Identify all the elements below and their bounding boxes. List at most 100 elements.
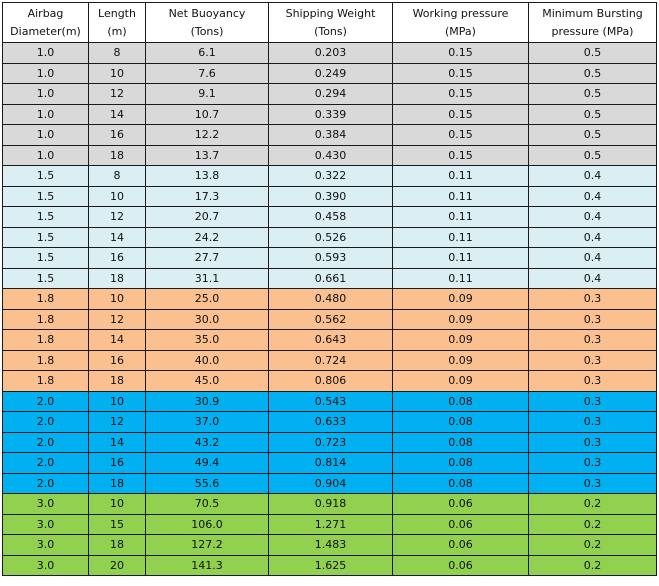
- table-row: 3.0 18 127.2 1.483 0.06 0.2: [2, 534, 657, 556]
- cell-length: 12: [88, 206, 146, 228]
- cell-bursting-pressure: 0.5: [528, 83, 657, 105]
- cell-diameter: 1.8: [2, 308, 89, 330]
- table-row: 1.5 10 17.3 0.390 0.11 0.4: [2, 185, 657, 207]
- cell-bursting-pressure: 0.3: [528, 431, 657, 453]
- cell-shipping-weight: 0.724: [268, 349, 393, 371]
- cell-net-buoyancy: 37.0: [145, 411, 269, 433]
- cell-net-buoyancy: 13.8: [145, 165, 269, 187]
- header-length: Length (m): [88, 2, 146, 43]
- cell-diameter: 1.5: [2, 185, 89, 207]
- cell-working-pressure: 0.08: [392, 452, 529, 474]
- cell-working-pressure: 0.15: [392, 124, 529, 146]
- cell-bursting-pressure: 0.2: [528, 493, 657, 515]
- cell-bursting-pressure: 0.4: [528, 247, 657, 269]
- header-line: Airbag: [27, 6, 64, 20]
- table-row: 3.0 20 141.3 1.625 0.06 0.2: [2, 554, 657, 576]
- cell-diameter: 3.0: [2, 554, 89, 576]
- cell-diameter: 1.5: [2, 247, 89, 269]
- cell-working-pressure: 0.11: [392, 206, 529, 228]
- cell-net-buoyancy: 106.0: [145, 513, 269, 535]
- table-row: 1.8 16 40.0 0.724 0.09 0.3: [2, 349, 657, 371]
- cell-length: 10: [88, 390, 146, 412]
- cell-bursting-pressure: 0.5: [528, 124, 657, 146]
- table-row: 2.0 14 43.2 0.723 0.08 0.3: [2, 431, 657, 453]
- table-row: 1.0 14 10.7 0.339 0.15 0.5: [2, 103, 657, 125]
- cell-length: 12: [88, 83, 146, 105]
- table-row: 1.8 12 30.0 0.562 0.09 0.3: [2, 308, 657, 330]
- cell-net-buoyancy: 20.7: [145, 206, 269, 228]
- cell-net-buoyancy: 70.5: [145, 493, 269, 515]
- cell-diameter: 1.0: [2, 62, 89, 84]
- cell-length: 8: [88, 165, 146, 187]
- cell-working-pressure: 0.15: [392, 62, 529, 84]
- cell-shipping-weight: 0.458: [268, 206, 393, 228]
- cell-shipping-weight: 0.904: [268, 472, 393, 494]
- table-row: 1.5 8 13.8 0.322 0.11 0.4: [2, 165, 657, 187]
- header-line: Minimum Bursting: [542, 6, 643, 20]
- table-row: 2.0 16 49.4 0.814 0.08 0.3: [2, 452, 657, 474]
- header-line: (Tons): [190, 24, 224, 38]
- table-row: 2.0 10 30.9 0.543 0.08 0.3: [2, 390, 657, 412]
- cell-diameter: 3.0: [2, 493, 89, 515]
- cell-shipping-weight: 0.430: [268, 144, 393, 166]
- cell-net-buoyancy: 13.7: [145, 144, 269, 166]
- cell-bursting-pressure: 0.3: [528, 452, 657, 474]
- cell-net-buoyancy: 30.0: [145, 308, 269, 330]
- header-shipping-weight: Shipping Weight (Tons): [268, 2, 393, 43]
- cell-working-pressure: 0.15: [392, 42, 529, 64]
- cell-net-buoyancy: 141.3: [145, 554, 269, 576]
- cell-shipping-weight: 0.661: [268, 267, 393, 289]
- cell-bursting-pressure: 0.3: [528, 472, 657, 494]
- cell-diameter: 1.5: [2, 267, 89, 289]
- cell-working-pressure: 0.06: [392, 493, 529, 515]
- cell-diameter: 2.0: [2, 390, 89, 412]
- cell-length: 20: [88, 554, 146, 576]
- cell-bursting-pressure: 0.5: [528, 42, 657, 64]
- cell-net-buoyancy: 31.1: [145, 267, 269, 289]
- table-body: 1.0 8 6.1 0.203 0.15 0.5 1.0 10 7.6 0.249 0.15 0.5 1…: [2, 42, 657, 576]
- cell-working-pressure: 0.08: [392, 411, 529, 433]
- cell-length: 10: [88, 62, 146, 84]
- cell-working-pressure: 0.06: [392, 534, 529, 556]
- table-row: 1.0 12 9.1 0.294 0.15 0.5: [2, 83, 657, 105]
- cell-net-buoyancy: 49.4: [145, 452, 269, 474]
- cell-diameter: 2.0: [2, 472, 89, 494]
- cell-diameter: 2.0: [2, 411, 89, 433]
- cell-net-buoyancy: 6.1: [145, 42, 269, 64]
- header-line: Diameter(m): [10, 24, 81, 38]
- table-row: 1.0 18 13.7 0.430 0.15 0.5: [2, 144, 657, 166]
- header-line: Working pressure: [412, 6, 509, 20]
- cell-shipping-weight: 0.918: [268, 493, 393, 515]
- cell-working-pressure: 0.09: [392, 288, 529, 310]
- cell-length: 18: [88, 144, 146, 166]
- cell-length: 12: [88, 308, 146, 330]
- cell-length: 16: [88, 124, 146, 146]
- cell-shipping-weight: 0.593: [268, 247, 393, 269]
- cell-shipping-weight: 0.723: [268, 431, 393, 453]
- cell-working-pressure: 0.11: [392, 185, 529, 207]
- cell-bursting-pressure: 0.3: [528, 370, 657, 392]
- header-working-pressure: Working pressure (MPa): [392, 2, 529, 43]
- header-line: pressure (MPa): [551, 24, 634, 38]
- cell-working-pressure: 0.09: [392, 370, 529, 392]
- cell-working-pressure: 0.15: [392, 103, 529, 125]
- header-row: Airbag Diameter(m) Length (m) Net Buoyancy…: [2, 2, 657, 43]
- cell-diameter: 3.0: [2, 513, 89, 535]
- cell-shipping-weight: 1.483: [268, 534, 393, 556]
- cell-length: 16: [88, 247, 146, 269]
- cell-net-buoyancy: 30.9: [145, 390, 269, 412]
- cell-diameter: 2.0: [2, 452, 89, 474]
- cell-bursting-pressure: 0.5: [528, 103, 657, 125]
- cell-bursting-pressure: 0.4: [528, 206, 657, 228]
- cell-length: 15: [88, 513, 146, 535]
- cell-bursting-pressure: 0.5: [528, 144, 657, 166]
- cell-length: 18: [88, 267, 146, 289]
- cell-net-buoyancy: 127.2: [145, 534, 269, 556]
- cell-working-pressure: 0.08: [392, 390, 529, 412]
- cell-working-pressure: 0.11: [392, 247, 529, 269]
- table-row: 3.0 15 106.0 1.271 0.06 0.2: [2, 513, 657, 535]
- cell-length: 14: [88, 103, 146, 125]
- header-line: (m): [107, 24, 127, 38]
- table-header: Airbag Diameter(m) Length (m) Net Buoyancy…: [2, 2, 657, 43]
- cell-net-buoyancy: 12.2: [145, 124, 269, 146]
